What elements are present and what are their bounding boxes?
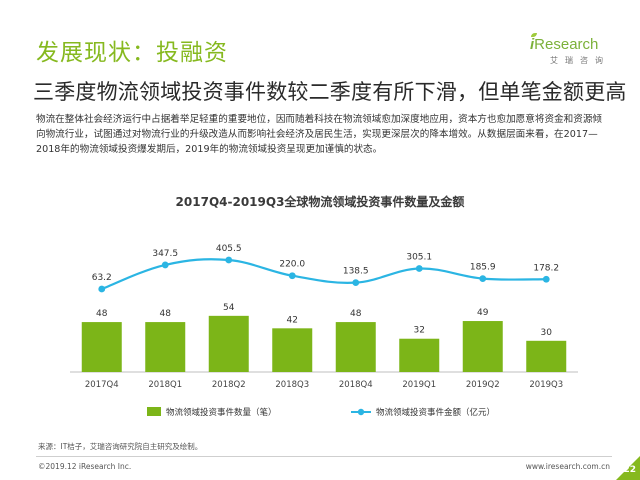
x-tick-2017Q4: 2017Q4	[85, 380, 119, 390]
amount-line	[101, 258, 547, 291]
line-point-2018Q4	[352, 279, 360, 287]
iresearch-logo: iResearch 艾瑞咨询	[530, 33, 626, 70]
x-tick-2018Q2: 2018Q2	[212, 380, 246, 390]
website-link[interactable]: www.iresearch.com.cn	[525, 462, 610, 471]
line-point-2019Q3	[542, 275, 550, 283]
page-corner	[616, 456, 640, 480]
x-tick-2018Q3: 2018Q3	[275, 380, 309, 390]
x-tick-2018Q4: 2018Q4	[339, 380, 373, 390]
line-label-2019Q3: 178.2	[533, 263, 559, 273]
logo-sub: 艾瑞咨询	[550, 56, 610, 65]
line-label-2017Q4: 63.2	[92, 273, 112, 283]
bar-label-2019Q3: 30	[541, 328, 553, 338]
bar-label-2017Q4: 48	[96, 309, 108, 319]
bar-label-2019Q2: 49	[477, 308, 489, 318]
legend-line-dot	[357, 408, 365, 416]
source-note: 来源：IT桔子，艾瑞咨询研究院自主研究及绘制。	[38, 442, 203, 451]
bar-2019Q3	[526, 340, 567, 372]
bar-2018Q2	[208, 315, 249, 372]
copyright: ©2019.12 iResearch Inc.	[38, 462, 132, 471]
bar-label-2018Q1: 48	[160, 309, 172, 319]
bar-label-2018Q2: 54	[223, 303, 235, 313]
line-point-2018Q2	[225, 256, 233, 264]
line-label-2019Q1: 305.1	[406, 253, 432, 263]
x-tick-2019Q2: 2019Q2	[466, 380, 500, 390]
x-tick-2018Q1: 2018Q1	[148, 380, 182, 390]
line-point-2019Q2	[479, 275, 487, 283]
x-tick-2019Q1: 2019Q1	[402, 380, 436, 390]
bar-2018Q3	[272, 328, 313, 372]
bar-2018Q1	[145, 322, 186, 372]
bar-label-2019Q1: 32	[414, 326, 425, 336]
legend-bar-label: 物流领域投资事件数量（笔）	[166, 407, 277, 418]
legend-bar-swatch	[147, 407, 161, 416]
line-point-2018Q3	[288, 272, 296, 280]
logo-brand: iResearch	[530, 36, 599, 53]
bar-2017Q4	[81, 322, 122, 372]
bar-2019Q1	[399, 338, 440, 372]
line-point-2017Q4	[98, 285, 106, 293]
line-point-2018Q1	[161, 261, 169, 269]
bar-2018Q4	[335, 322, 376, 372]
line-label-2018Q3: 220.0	[279, 260, 305, 270]
line-label-2018Q1: 347.5	[152, 249, 178, 259]
bar-label-2018Q4: 48	[350, 309, 362, 319]
line-label-2018Q2: 405.5	[216, 244, 242, 254]
line-label-2018Q4: 138.5	[343, 267, 369, 277]
logo-leaf-icon	[531, 33, 537, 37]
x-tick-2019Q3: 2019Q3	[529, 380, 563, 390]
line-label-2019Q2: 185.9	[470, 263, 496, 273]
legend-line-label: 物流领域投资事件金额（亿元）	[376, 407, 495, 418]
bar-2019Q2	[462, 321, 503, 372]
page-number: 22	[623, 465, 636, 475]
page-subtitle: 三季度物流领域投资事件数较二季度有所下滑，但单笔金额更高	[33, 80, 627, 104]
page-title: 发展现状：投融资	[36, 40, 228, 66]
chart-title: 2017Q4-2019Q3全球物流领域投资事件数量及金额	[175, 195, 465, 209]
body-paragraph: 物流在整体社会经济运行中占据着举足轻重的重要地位，因而随着科技在物流领域愈加深度…	[36, 114, 603, 155]
line-point-2019Q1	[415, 265, 423, 272]
bar-label-2018Q3: 42	[287, 315, 298, 325]
footer-divider	[36, 456, 612, 457]
